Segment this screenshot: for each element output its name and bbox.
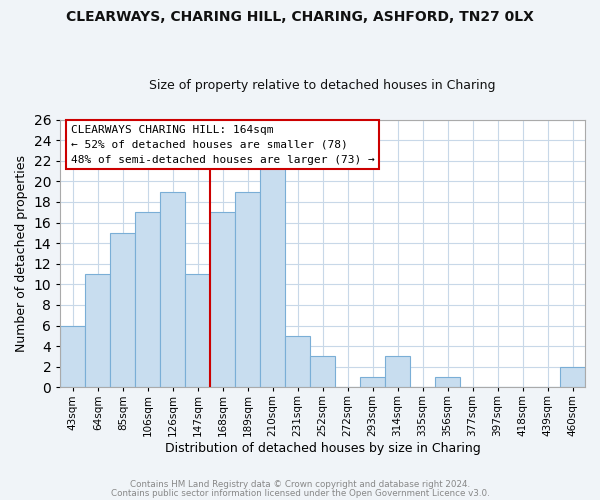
Bar [435, 377, 460, 388]
Bar [310, 356, 335, 388]
Bar [385, 356, 410, 388]
Bar [185, 274, 210, 388]
Bar [235, 192, 260, 388]
Bar [560, 367, 585, 388]
Text: Contains HM Land Registry data © Crown copyright and database right 2024.: Contains HM Land Registry data © Crown c… [130, 480, 470, 489]
Title: Size of property relative to detached houses in Charing: Size of property relative to detached ho… [149, 79, 496, 92]
Bar [61, 326, 85, 388]
Text: CLEARWAYS CHARING HILL: 164sqm
← 52% of detached houses are smaller (78)
48% of : CLEARWAYS CHARING HILL: 164sqm ← 52% of … [71, 125, 374, 164]
Bar [85, 274, 110, 388]
Text: CLEARWAYS, CHARING HILL, CHARING, ASHFORD, TN27 0LX: CLEARWAYS, CHARING HILL, CHARING, ASHFOR… [66, 10, 534, 24]
Text: Contains public sector information licensed under the Open Government Licence v3: Contains public sector information licen… [110, 489, 490, 498]
Bar [135, 212, 160, 388]
Bar [210, 212, 235, 388]
Bar [160, 192, 185, 388]
Bar [285, 336, 310, 388]
X-axis label: Distribution of detached houses by size in Charing: Distribution of detached houses by size … [165, 442, 481, 455]
Y-axis label: Number of detached properties: Number of detached properties [15, 155, 28, 352]
Bar [260, 161, 285, 388]
Bar [360, 377, 385, 388]
Bar [110, 233, 135, 388]
